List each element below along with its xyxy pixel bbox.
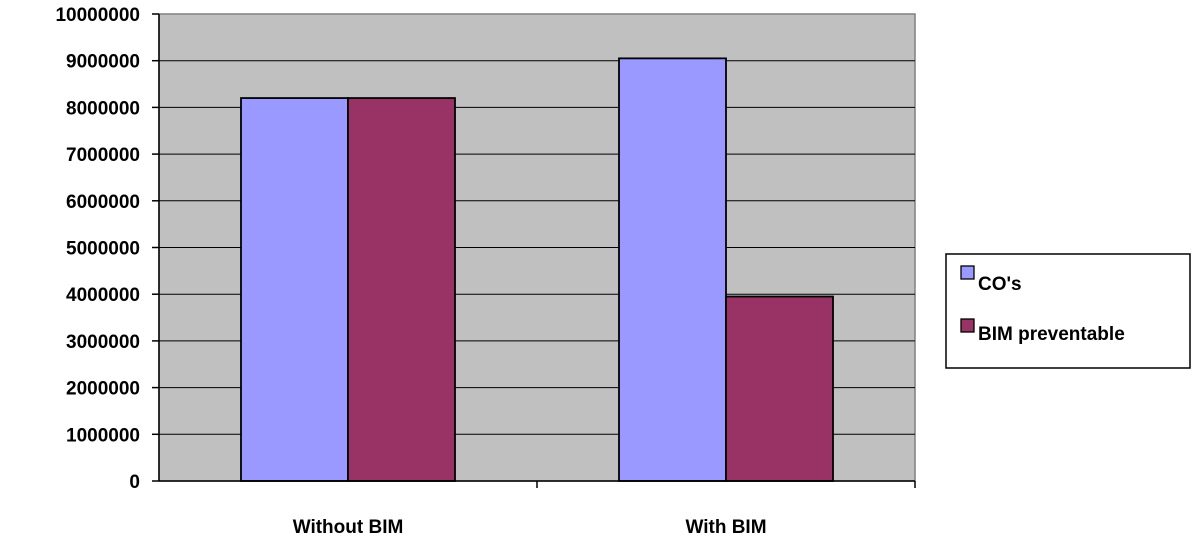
bar-bim-preventable-without-bim: [347, 97, 456, 482]
y-tick-label: 6000000: [66, 192, 140, 213]
legend-swatch-cos: [960, 265, 975, 280]
bar-co-s-without-bim: [240, 97, 349, 482]
y-tick-label: 9000000: [66, 52, 140, 73]
y-tick-label: 3000000: [66, 332, 140, 353]
legend-label-cos: CO's: [978, 274, 1022, 295]
legend-box: [945, 253, 1191, 369]
bar-co-s-with-bim: [618, 57, 727, 482]
legend-label-bim-preventable: BIM preventable: [978, 324, 1125, 345]
y-tick-label: 0: [129, 472, 140, 493]
y-tick-label: 5000000: [66, 239, 140, 260]
y-tick-label: 7000000: [66, 145, 140, 166]
x-axis-labels: Without BIM With BIM: [293, 481, 916, 538]
y-tick-label: 1000000: [66, 425, 140, 446]
y-tick-label: 4000000: [66, 285, 140, 306]
x-category-label: Without BIM: [293, 517, 404, 538]
y-tick-label: 10000000: [55, 5, 140, 26]
x-category-label: With BIM: [685, 517, 766, 538]
bars: [240, 57, 834, 482]
legend-swatch-bim-preventable: [960, 318, 975, 333]
y-tick-label: 2000000: [66, 379, 140, 400]
legend: CO's BIM preventable: [945, 253, 1191, 369]
y-tick-label: 8000000: [66, 98, 140, 119]
bar-bim-preventable-with-bim: [725, 295, 834, 482]
y-axis-ticks: 0 1000000 2000000 3000000 4000000 5000000 6000…: [55, 5, 159, 493]
